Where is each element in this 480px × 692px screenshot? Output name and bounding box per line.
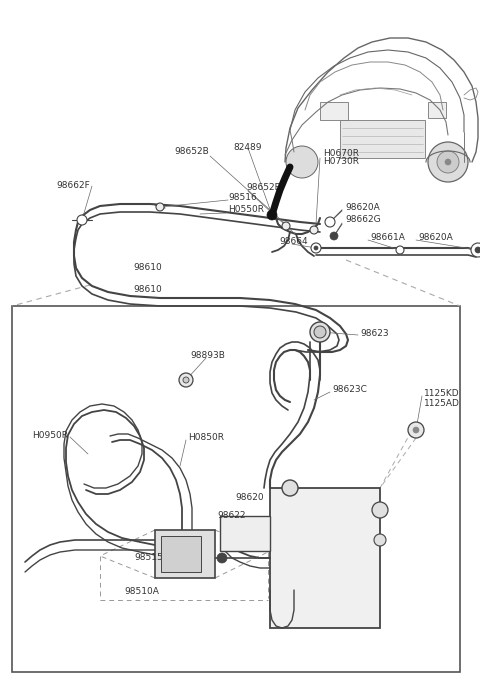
Text: 98620A: 98620A — [345, 203, 380, 212]
Text: 98515A: 98515A — [134, 554, 169, 563]
Circle shape — [77, 215, 87, 225]
Text: 98620A: 98620A — [418, 233, 453, 242]
Text: 98664: 98664 — [280, 237, 308, 246]
Circle shape — [471, 243, 480, 257]
Circle shape — [156, 203, 164, 211]
Circle shape — [413, 427, 419, 433]
Circle shape — [310, 226, 318, 234]
Bar — [12, 306, 460, 672]
Text: H0730R: H0730R — [323, 158, 359, 167]
Circle shape — [374, 534, 386, 546]
Bar — [428, 102, 446, 118]
Text: H0670R: H0670R — [323, 149, 359, 158]
Circle shape — [408, 422, 424, 438]
Circle shape — [267, 210, 277, 220]
Text: 98620: 98620 — [236, 493, 264, 502]
Circle shape — [314, 326, 326, 338]
Circle shape — [282, 222, 290, 230]
Circle shape — [314, 246, 318, 250]
Text: 98516: 98516 — [228, 192, 257, 201]
Circle shape — [396, 246, 404, 254]
Bar — [161, 536, 201, 572]
Bar — [340, 120, 425, 158]
Bar — [155, 530, 215, 578]
Bar — [220, 516, 270, 551]
Circle shape — [310, 322, 330, 342]
Circle shape — [179, 373, 193, 387]
Circle shape — [445, 159, 451, 165]
Text: 98652B: 98652B — [246, 183, 281, 192]
Circle shape — [372, 502, 388, 518]
Text: H0950R: H0950R — [32, 430, 68, 439]
Text: 98610: 98610 — [133, 262, 162, 271]
Text: 1125KD: 1125KD — [424, 388, 460, 397]
Text: 98662G: 98662G — [345, 215, 381, 224]
Text: 98662F: 98662F — [56, 181, 90, 190]
Text: 98623: 98623 — [360, 329, 389, 338]
Circle shape — [428, 142, 468, 182]
Text: 98622: 98622 — [218, 511, 246, 520]
Circle shape — [475, 247, 480, 253]
Circle shape — [325, 217, 335, 227]
Text: H0850R: H0850R — [188, 432, 224, 441]
Text: 82489: 82489 — [234, 143, 262, 152]
Text: 98623C: 98623C — [332, 385, 367, 394]
Text: 98510A: 98510A — [125, 588, 159, 597]
Text: 1125AD: 1125AD — [424, 399, 460, 408]
Circle shape — [217, 553, 227, 563]
Circle shape — [311, 243, 321, 253]
Text: 98610: 98610 — [133, 286, 162, 295]
Circle shape — [282, 480, 298, 496]
Text: 98652B: 98652B — [174, 147, 209, 156]
Circle shape — [183, 377, 189, 383]
Text: 98661A: 98661A — [370, 233, 405, 242]
Circle shape — [330, 232, 338, 240]
Text: H0550R: H0550R — [228, 206, 264, 215]
Circle shape — [437, 151, 459, 173]
Text: 98893B: 98893B — [191, 352, 226, 361]
Bar — [320, 102, 348, 120]
Bar — [270, 488, 380, 628]
Circle shape — [286, 146, 318, 178]
